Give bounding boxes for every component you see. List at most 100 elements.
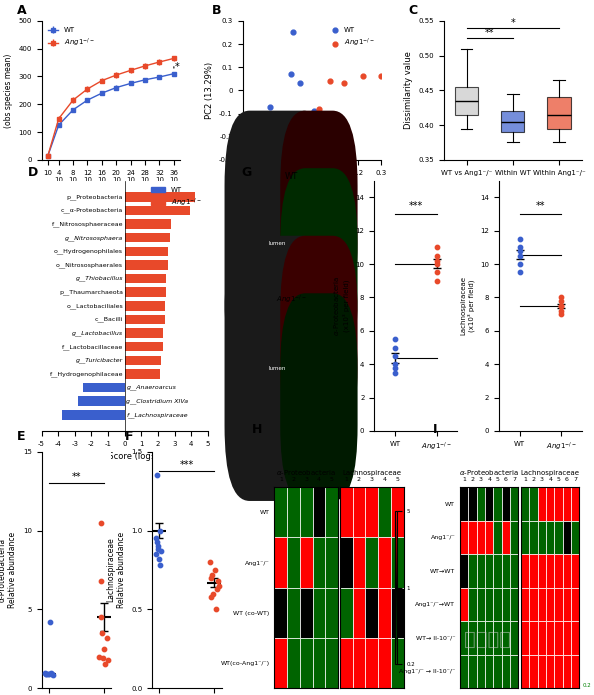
Bar [365, 588, 378, 638]
Bar [546, 487, 554, 521]
Point [211, 564, 220, 575]
Point [41, 669, 50, 680]
Point [390, 362, 400, 373]
Text: f__Lactobacillaceae: f__Lactobacillaceae [62, 344, 123, 350]
Bar [340, 588, 353, 638]
Bar [554, 588, 563, 621]
Bar [312, 537, 326, 588]
Bar [571, 521, 579, 554]
Bar [494, 487, 502, 521]
Bar [494, 655, 502, 688]
Legend: WT, $Ang1^{-/-}$: WT, $Ang1^{-/-}$ [329, 24, 378, 51]
Bar [554, 621, 563, 655]
Text: g__Nitrososphaera: g__Nitrososphaera [65, 235, 123, 240]
Bar [125, 192, 195, 202]
Bar [529, 588, 538, 621]
Point [46, 667, 55, 678]
Text: c__Bacilli: c__Bacilli [94, 317, 123, 322]
Point [432, 242, 441, 253]
Bar [125, 288, 166, 297]
Bar [300, 638, 312, 688]
Bar [125, 206, 189, 215]
Bar [494, 554, 502, 588]
Bar [494, 588, 502, 621]
Text: p__Proteobacteria: p__Proteobacteria [67, 194, 123, 199]
WT [286, 69, 296, 80]
Bar [391, 537, 403, 588]
Bar [529, 487, 538, 521]
Bar [125, 315, 165, 324]
Bar [510, 588, 519, 621]
Bar [538, 487, 546, 521]
Text: f__Hydrogenophilaceae: f__Hydrogenophilaceae [49, 371, 123, 377]
Bar [529, 554, 538, 588]
Bar [83, 383, 125, 392]
Bar [510, 621, 519, 655]
Bar [340, 487, 353, 537]
Bar [521, 588, 529, 621]
$Ang1^{-/-}$ [326, 76, 335, 87]
Text: g__Anaeroarcus: g__Anaeroarcus [127, 384, 176, 391]
Bar [287, 537, 300, 588]
Bar [274, 588, 287, 638]
Point [206, 572, 216, 583]
Text: g__Lactobacillus: g__Lactobacillus [72, 330, 123, 336]
Point [96, 517, 106, 528]
Text: g__Clostridium XIVa: g__Clostridium XIVa [127, 398, 188, 404]
Bar [529, 521, 538, 554]
Y-axis label: $\alpha$-Proteobacteria
(x10³ per field): $\alpha$-Proteobacteria (x10³ per field) [332, 276, 350, 336]
Point [96, 612, 106, 623]
Point [100, 659, 110, 670]
Point [206, 557, 215, 568]
Point [40, 668, 49, 679]
Bar [502, 487, 510, 521]
Y-axis label: 16S rDNA
(obs species mean): 16S rDNA (obs species mean) [0, 53, 13, 128]
Bar [274, 537, 287, 588]
Text: $Ang1^{-/-}$: $Ang1^{-/-}$ [276, 293, 307, 306]
Bar [326, 588, 338, 638]
Point [557, 300, 566, 311]
Bar [287, 638, 300, 688]
Bar [485, 655, 494, 688]
Text: f__Nitrososphaeraceae: f__Nitrososphaeraceae [52, 221, 123, 227]
Point [432, 255, 441, 266]
Point [390, 342, 400, 353]
Point [154, 553, 164, 564]
Bar [563, 588, 571, 621]
PathPatch shape [548, 97, 571, 129]
$Ang1^{-/-}$ [323, 131, 333, 142]
Bar [571, 487, 579, 521]
Point [207, 569, 216, 580]
Point [96, 575, 106, 587]
Point [390, 350, 400, 361]
Bar [460, 554, 469, 588]
Bar [312, 588, 326, 638]
Text: ***: *** [179, 459, 194, 470]
Bar [469, 521, 477, 554]
Bar [340, 537, 353, 588]
Point [206, 591, 216, 603]
Bar [546, 588, 554, 621]
Bar [538, 621, 546, 655]
Text: *: * [175, 63, 179, 72]
Point [45, 616, 54, 628]
Text: H: H [252, 423, 263, 436]
Bar [477, 621, 485, 655]
Point [45, 669, 54, 680]
Text: g__Thiobacillus: g__Thiobacillus [75, 276, 123, 281]
Bar [125, 260, 168, 270]
Bar [378, 638, 391, 688]
Point [432, 267, 441, 278]
Bar [300, 537, 312, 588]
Bar [469, 554, 477, 588]
Point [390, 367, 400, 378]
Text: 攻略大全: 攻略大全 [463, 630, 511, 649]
Title: Lachnospiraceae: Lachnospiraceae [342, 470, 401, 475]
Bar [571, 554, 579, 588]
Point [211, 604, 221, 615]
Bar [391, 638, 403, 688]
Point [152, 470, 162, 481]
Bar [125, 220, 171, 229]
Point [102, 632, 111, 643]
Bar [460, 655, 469, 688]
